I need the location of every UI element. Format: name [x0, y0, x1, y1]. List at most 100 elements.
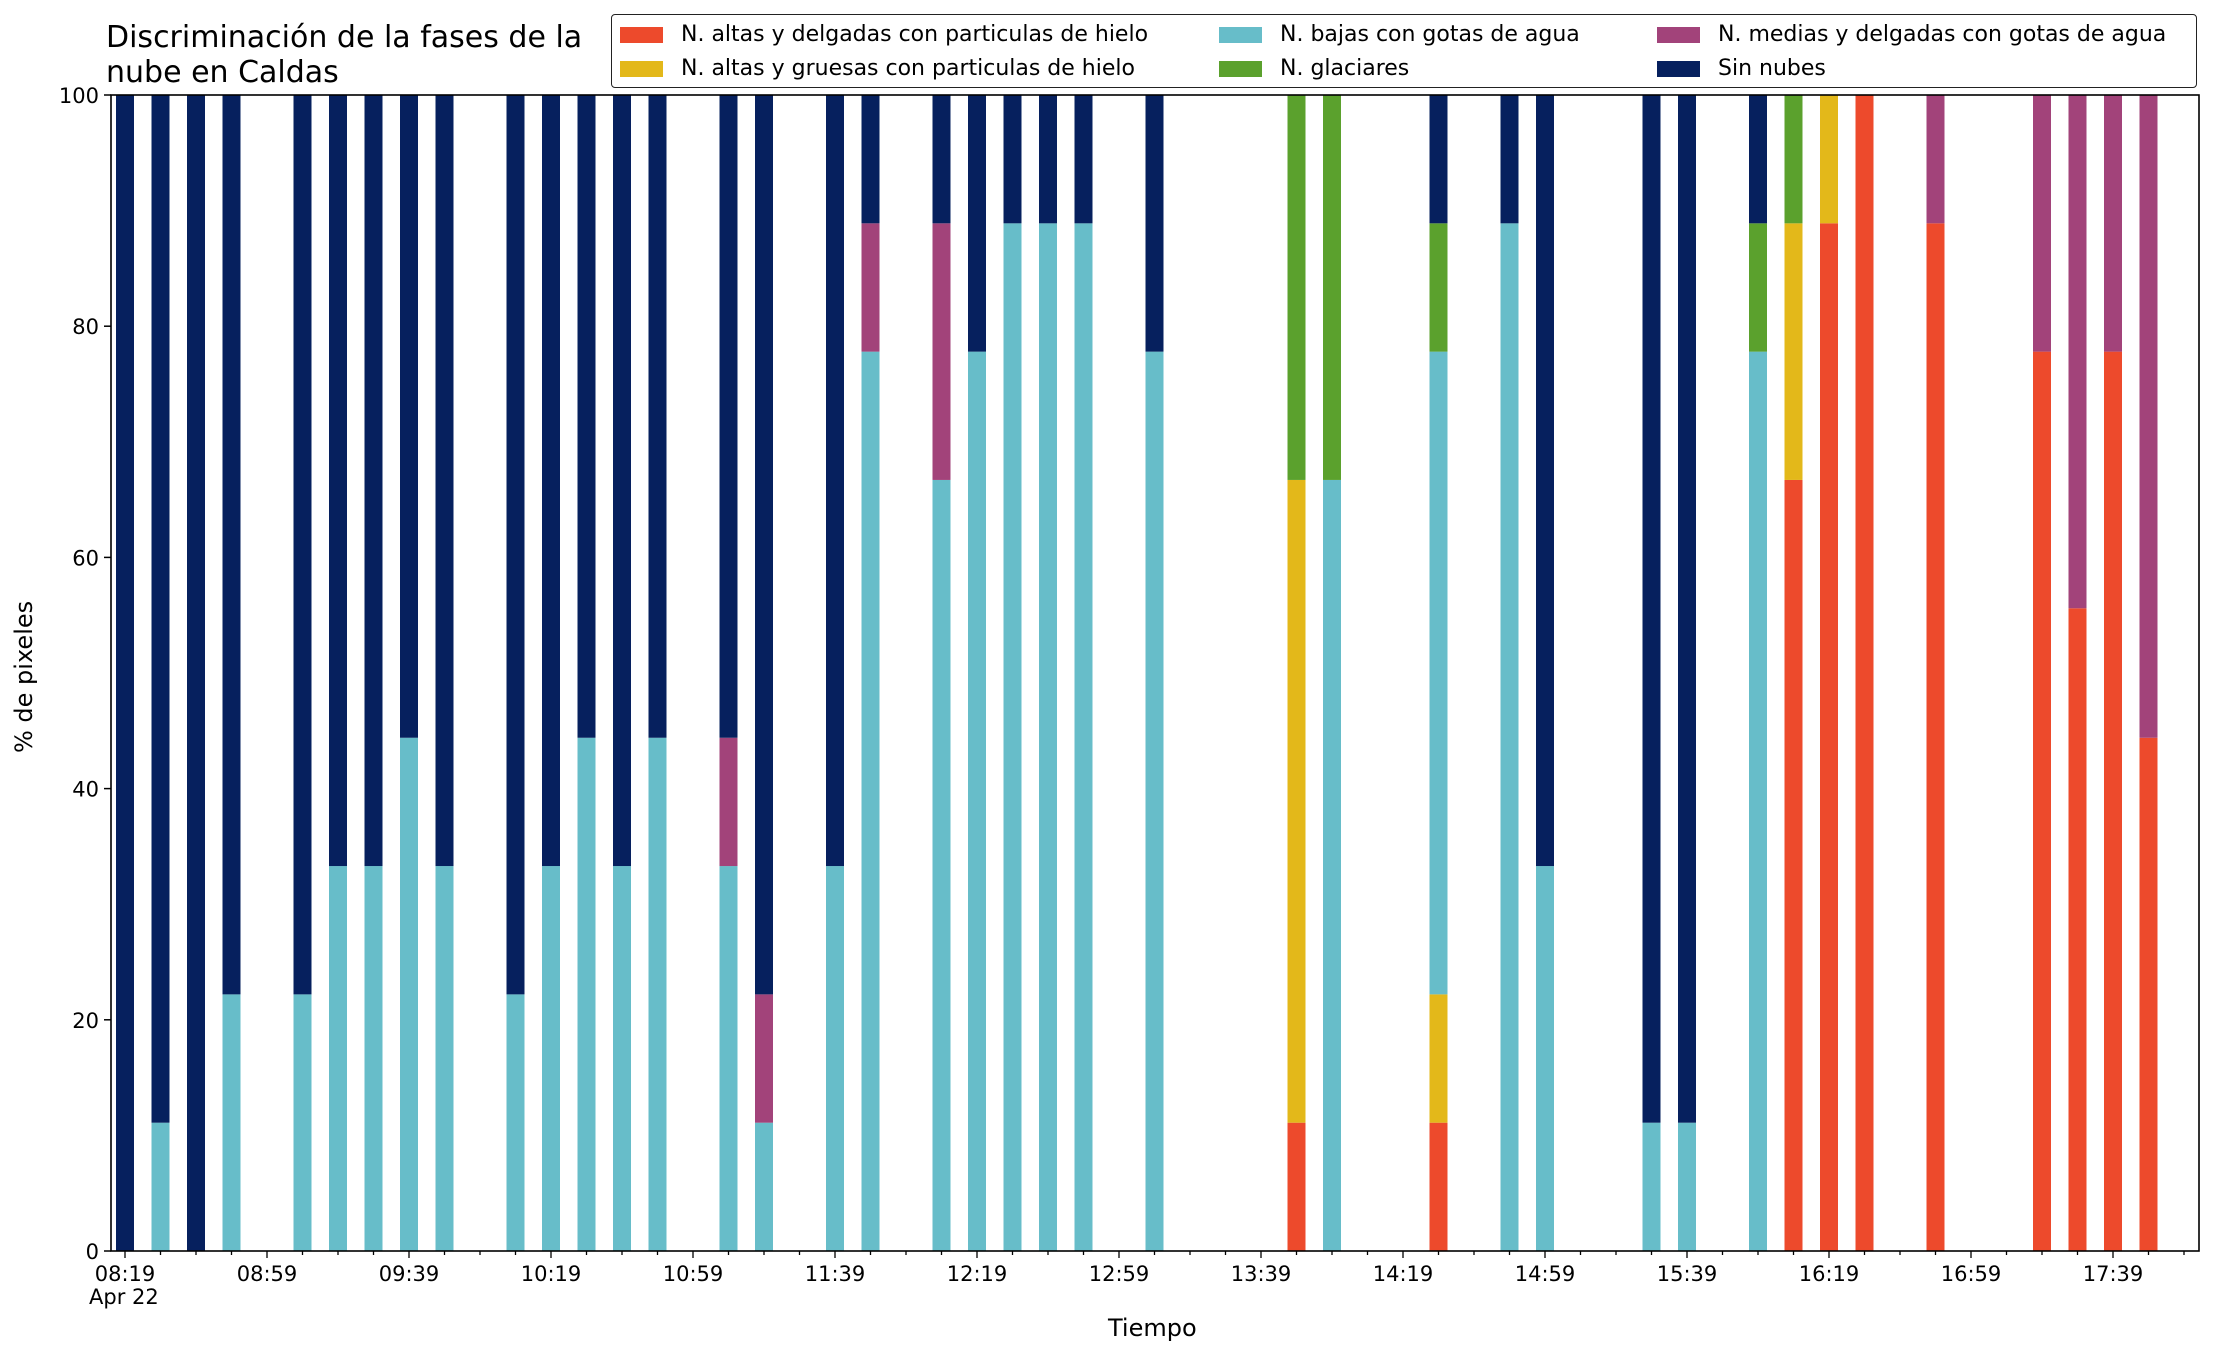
bar-segment: [755, 95, 773, 995]
bar-segment: [329, 866, 347, 1251]
bar-segment: [364, 866, 383, 1251]
legend-label: N. bajas con gotas de agua: [1280, 22, 1580, 47]
bar-segment: [293, 994, 312, 1251]
legend-swatch: [620, 60, 663, 77]
bar-segment: [2104, 95, 2122, 352]
bar-segment: [1429, 1122, 1448, 1251]
bar-segment: [826, 866, 844, 1251]
bar-segment: [932, 223, 951, 480]
legend-item: N. bajas con gotas de agua: [1219, 22, 1580, 47]
bar-segment: [1287, 95, 1306, 480]
bar-segment: [1749, 351, 1767, 1251]
legend-item: N. altas y gruesas con particulas de hie…: [620, 56, 1135, 81]
bar-segment: [1429, 351, 1448, 995]
bar-segment: [364, 95, 383, 867]
bar-segment: [1820, 223, 1838, 1251]
bar-segment: [613, 866, 631, 1251]
x-tick-label: 10:59: [663, 1262, 724, 1286]
bar-segment: [1039, 95, 1057, 224]
legend-item: N. glaciares: [1219, 56, 1409, 81]
bar-segment: [1749, 223, 1767, 352]
bar-segment: [400, 95, 418, 738]
bar-segment: [1500, 223, 1519, 1251]
bar-segment: [1287, 1122, 1306, 1251]
x-tick-label: 10:19: [521, 1262, 582, 1286]
bar-segment: [2139, 95, 2158, 738]
bar-segment: [506, 994, 525, 1251]
bar-segment: [1784, 223, 1803, 480]
legend-label: N. altas y gruesas con particulas de hie…: [681, 56, 1135, 81]
bar-segment: [506, 95, 525, 995]
y-axis-label: % de pixeles: [10, 600, 38, 753]
bar-segment: [1074, 95, 1093, 224]
y-tick-label: 20: [72, 1009, 99, 1033]
bar-segment: [1429, 994, 1448, 1123]
bar-segment: [222, 95, 241, 995]
bar-segment: [719, 737, 738, 867]
bar-segment: [1784, 479, 1803, 1251]
x-tick-label: 12:59: [1089, 1262, 1150, 1286]
legend-swatch: [1657, 26, 1700, 43]
bar-segment: [2033, 95, 2051, 352]
legend-label: N. glaciares: [1280, 56, 1410, 81]
bar-segment: [577, 737, 596, 1251]
bar-segment: [613, 95, 631, 867]
x-date-label: Apr 22: [89, 1285, 159, 1309]
bar-segment: [222, 994, 241, 1251]
legend-swatch: [1219, 60, 1262, 77]
bar-segment: [719, 866, 738, 1251]
legend-item: N. altas y delgadas con particulas de hi…: [620, 22, 1148, 47]
bar-segment: [400, 737, 418, 1251]
legend-swatch: [1219, 26, 1262, 43]
bar-segment: [968, 95, 986, 352]
bar-segment: [861, 95, 880, 224]
bar-segment: [293, 95, 312, 995]
y-tick-label: 80: [72, 315, 99, 339]
x-tick-label: 17:39: [2083, 1262, 2144, 1286]
bar-segment: [2104, 351, 2122, 1251]
bar-segment: [1145, 351, 1164, 1251]
bar-segment: [2033, 351, 2051, 1251]
x-tick-label: 08:19: [95, 1262, 156, 1286]
bar-segment: [1536, 95, 1554, 867]
bar-segment: [932, 95, 951, 224]
legend-swatch: [620, 26, 663, 43]
y-tick-label: 0: [86, 1240, 99, 1264]
bar-segment: [1749, 95, 1767, 224]
bar-segment: [1429, 223, 1448, 352]
bar-segment: [755, 994, 773, 1123]
x-tick-label: 09:39: [379, 1262, 440, 1286]
bar-segment: [2139, 737, 2158, 1251]
bar-segment: [542, 95, 560, 867]
x-tick-label: 16:59: [1941, 1262, 2002, 1286]
x-tick-label: 15:39: [1657, 1262, 1718, 1286]
legend-item: N. medias y delgadas con gotas de agua: [1657, 22, 2166, 47]
bar-segment: [2068, 608, 2087, 1251]
bar-segment: [435, 866, 454, 1251]
bar-segment: [861, 223, 880, 352]
bar-segment: [435, 95, 454, 867]
x-tick-label: 16:19: [1799, 1262, 1860, 1286]
y-tick-label: 100: [59, 84, 99, 108]
chart-legend: N. altas y delgadas con particulas de hi…: [611, 14, 2197, 88]
bar-segment: [968, 351, 986, 1251]
bar-segment: [1323, 95, 1341, 480]
x-tick-label: 11:39: [805, 1262, 866, 1286]
legend-label: N. altas y delgadas con particulas de hi…: [681, 22, 1149, 47]
bar-segment: [755, 1122, 773, 1251]
legend-item: Sin nubes: [1657, 56, 1826, 81]
x-tick-label: 13:39: [1231, 1262, 1292, 1286]
bar-segment: [826, 95, 844, 867]
bar-segment: [1678, 95, 1696, 1123]
x-tick-label: 14:59: [1515, 1262, 1576, 1286]
bar-segment: [577, 95, 596, 738]
y-tick-label: 60: [72, 546, 99, 570]
bar-segment: [1926, 223, 1945, 1251]
bar-segment: [1855, 95, 1874, 1251]
legend-label: N. medias y delgadas con gotas de agua: [1718, 22, 2167, 47]
bar-segment: [151, 95, 170, 1123]
bar-segment: [1784, 95, 1803, 224]
bar-segment: [329, 95, 347, 867]
bar-segment: [1642, 1122, 1661, 1251]
